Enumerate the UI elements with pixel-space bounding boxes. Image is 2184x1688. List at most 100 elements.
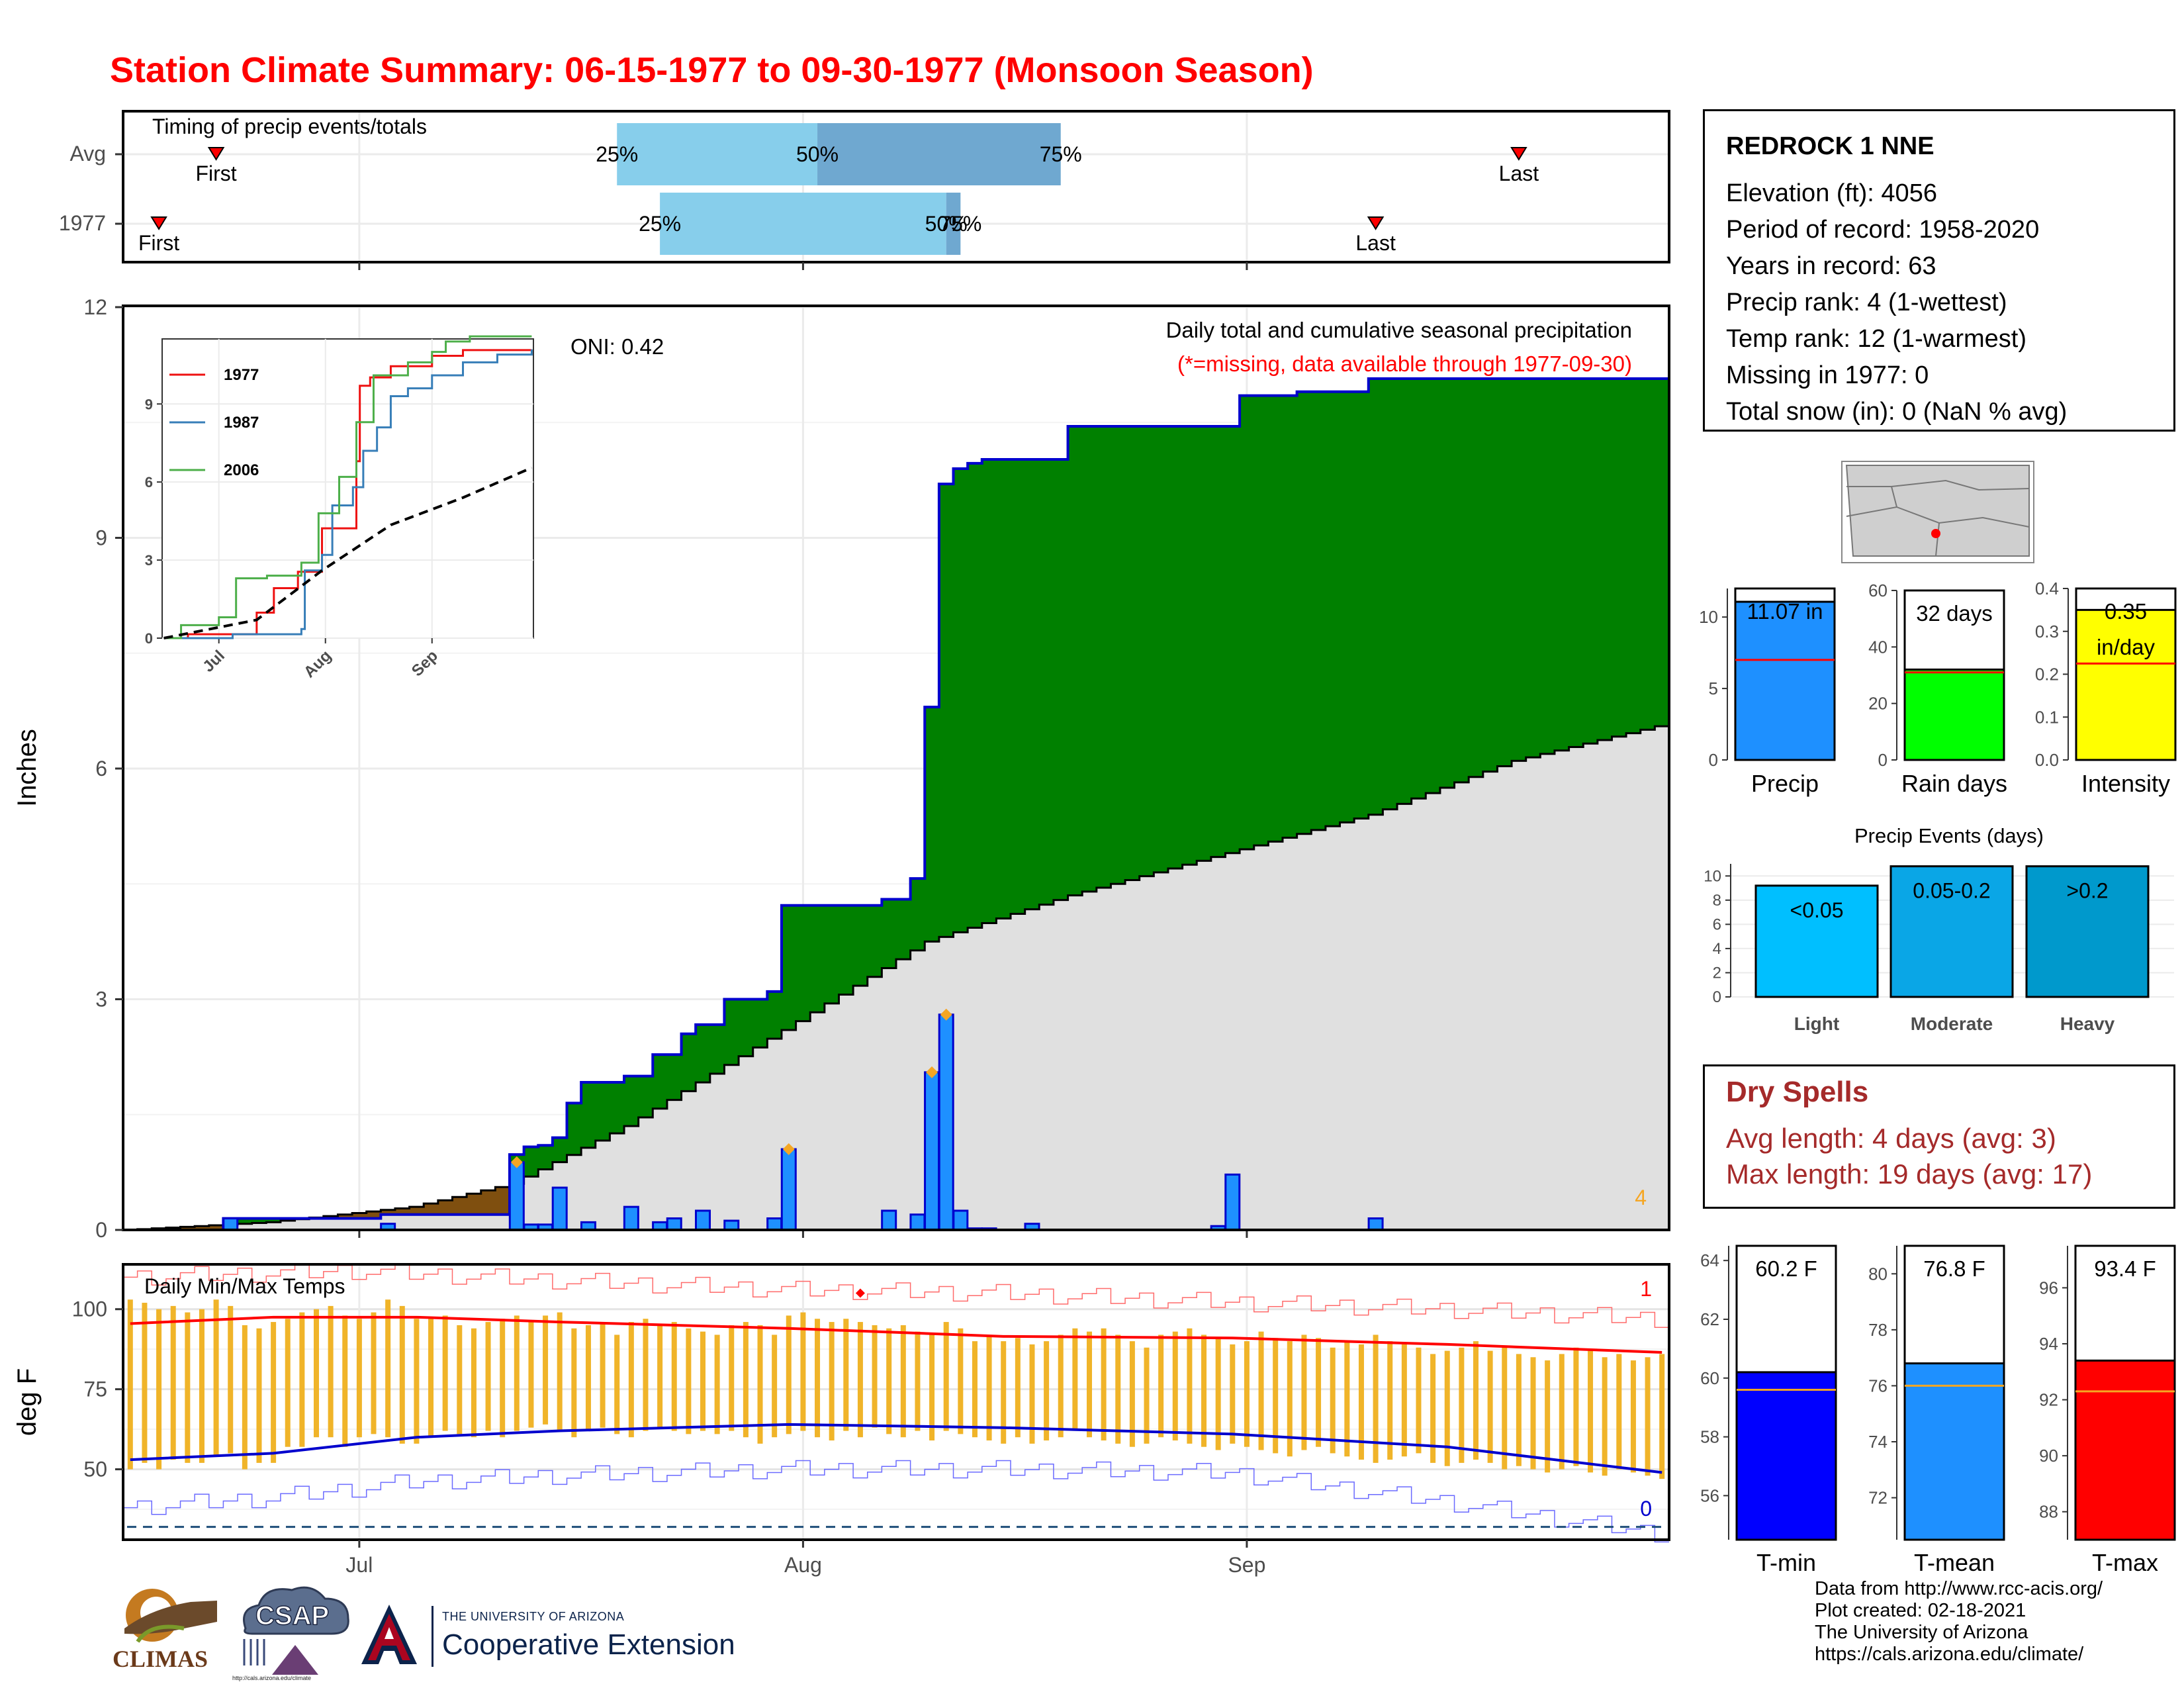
totals-1-y-tick-label: 40 [1868, 637, 1888, 657]
daily-temp-bar [800, 1312, 806, 1431]
credit-data-source: Data from http://www.rcc-acis.org/ [1815, 1578, 2103, 1599]
precip-y-tick-label: 9 [95, 526, 107, 550]
precip-subtitle: (*=missing, data available through 1977-… [1177, 352, 1632, 376]
precip-events-chart: Precip Events (days) 0 2 4 6 8 10 <0.05 Light 0.… [1704, 824, 2174, 1034]
events-y-tick-label: 2 [1713, 964, 1721, 982]
daily-temp-bar [256, 1328, 262, 1463]
surplus-fill [123, 379, 1670, 1231]
precip-y-tick-label: 6 [95, 757, 107, 780]
last-event-marker [1510, 147, 1527, 161]
totals-2-label: Intensity [2081, 770, 2170, 797]
daily-temp-bar [342, 1315, 348, 1447]
events-bin-label: 0.05-0.2 [1913, 879, 1990, 903]
daily-temp-bar [1344, 1341, 1350, 1457]
daily-temp-bar [1588, 1350, 1594, 1473]
seasonal-totals-charts: 0 5 10 11.07 in Precip 0 20 40 60 32 days Rain day… [1699, 579, 2177, 797]
events-y-tick-label: 10 [1704, 867, 1721, 885]
daily-temp-bar [356, 1319, 362, 1438]
daily-temp-bar [1201, 1335, 1207, 1447]
record-high-count: 1 [1640, 1277, 1652, 1301]
extreme-event-marker [782, 1143, 795, 1156]
daily-temp-bar [285, 1319, 291, 1447]
daily-temp-bar [1444, 1350, 1450, 1466]
events-bar [1754, 884, 1879, 998]
events-title: Precip Events (days) [1854, 824, 2044, 847]
daily-temp-bar [958, 1328, 964, 1434]
daily-temp-bar [772, 1335, 778, 1438]
station-elevation: Elevation (ft): 4056 [1726, 179, 1937, 207]
daily-temp-bar [485, 1322, 491, 1431]
daily-temp-bar [643, 1319, 649, 1431]
daily-precip-bar [952, 1209, 969, 1231]
precip-corner-count: 4 [1635, 1186, 1647, 1209]
climas-logo-text: CLIMAS [113, 1646, 208, 1672]
daily-temp-bar [628, 1322, 634, 1438]
credits-block: Data from http://www.rcc-acis.org/ Plot … [1815, 1578, 2103, 1665]
csap-logo-url: http://cals.arizona.edu/climate [232, 1675, 311, 1681]
avg-cumulative-line [123, 725, 1669, 1231]
ua-logo-a-counter [385, 1627, 394, 1639]
oni-value: ONI: 0.42 [570, 334, 664, 359]
daily-precip-bar [666, 1217, 682, 1231]
daily-temp-bar [843, 1319, 849, 1431]
last-event-label: Last [1355, 231, 1396, 255]
daily-temp-bar [1001, 1341, 1007, 1444]
daily-precip-bar [780, 1148, 797, 1231]
daily-temp-bar [1258, 1331, 1264, 1450]
events-y-tick-label: 6 [1713, 915, 1721, 933]
csap-logo-text: CSAP [255, 1601, 329, 1630]
tempmean-2-bar [2074, 1359, 2176, 1541]
daily-temp-bar [185, 1312, 191, 1463]
daily-temp-bar [1273, 1338, 1279, 1454]
temp-y-tick-label: 50 [83, 1458, 107, 1481]
daily-temp-bar [714, 1335, 720, 1434]
csap-logo-mountain [272, 1645, 318, 1675]
events-bin-label: >0.2 [2066, 879, 2108, 903]
daily-temp-bar [986, 1335, 992, 1441]
csap-logo: CSAP http://cals.arizona.edu/climate [232, 1586, 349, 1681]
tempmean-1-value: 76.8 F [1923, 1256, 1985, 1281]
dry-spells-max: Max length: 19 days (avg: 17) [1726, 1158, 2093, 1190]
daily-temp-bar [428, 1319, 434, 1438]
temp-normal-lines [123, 1263, 1669, 1543]
extreme-event-marker [510, 1156, 523, 1168]
totals-0-y-tick-label: 0 [1709, 750, 1718, 770]
daily-temp-bar [929, 1335, 935, 1441]
x-tick-label: Sep [1228, 1553, 1265, 1577]
tempmean-0-label: T-min [1756, 1549, 1816, 1576]
daily-temp-bar [271, 1322, 277, 1463]
record-high-marker [855, 1288, 865, 1298]
record-low-count: 0 [1640, 1497, 1652, 1521]
daily-temp-bar [199, 1309, 205, 1463]
temp-title: Daily Min/Max Temps [144, 1274, 345, 1298]
credit-plot-date: Plot created: 02-18-2021 [1815, 1600, 2026, 1621]
daily-temp-bar [1144, 1347, 1150, 1444]
daily-temp-bar [528, 1322, 534, 1428]
record-min-line [123, 1460, 1669, 1543]
seasonal-temperature-charts: 56 58 60 62 64 60.2 F T-min 72 74 76 78 80 76.8 F T-m… [1700, 1244, 2176, 1576]
station-years: Years in record: 63 [1726, 252, 1936, 280]
dry-spells-avg: Avg length: 4 days (avg: 3) [1726, 1123, 2056, 1154]
figure-title: Station Climate Summary: 06-15-1977 to 0… [110, 50, 1314, 90]
daily-temp-bar [299, 1312, 305, 1447]
tempmean-2-value: 93.4 F [2094, 1256, 2156, 1281]
totals-1-bar [1903, 668, 2005, 761]
extreme-event-marker [940, 1008, 952, 1021]
daily-temp-bar [786, 1315, 792, 1434]
daily-temp-bar [1129, 1341, 1135, 1447]
daily-temp-bar [1330, 1347, 1336, 1454]
totals-1-label: Rain days [1901, 770, 2007, 797]
daily-temp-bar [1530, 1357, 1536, 1470]
tempmean-0-y-tick-label: 64 [1700, 1250, 1719, 1270]
climas-logo-plant [136, 1624, 185, 1643]
timing-bars [617, 123, 1061, 255]
daily-temp-bar [1559, 1354, 1565, 1470]
daily-temp-bar [1072, 1328, 1078, 1431]
daily-temp-bar [399, 1305, 405, 1444]
events-category-label: Light [1794, 1013, 1839, 1034]
daily-temp-bar [1115, 1335, 1121, 1444]
timing-label-50: 50% [796, 142, 839, 166]
timing-label-25: 25% [596, 142, 638, 166]
climas-logo: CLIMAS [113, 1589, 217, 1672]
daily-precip-bar [695, 1209, 711, 1231]
